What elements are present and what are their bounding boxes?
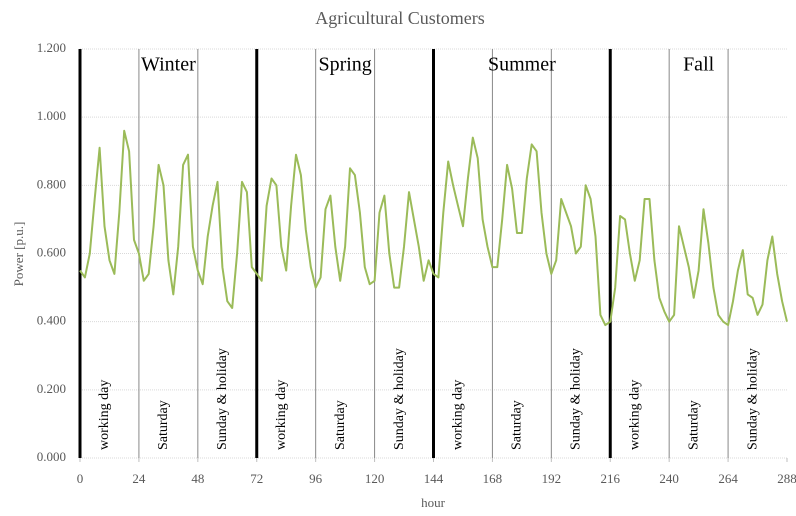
chart-title: Agricultural Customers <box>315 8 484 28</box>
y-tick-label: 1.000 <box>37 108 66 123</box>
y-tick-label: 0.200 <box>37 381 66 396</box>
x-tick-label: 24 <box>132 471 146 486</box>
season-label: Summer <box>488 54 556 76</box>
day-type-label: Sunday & holiday <box>215 348 230 450</box>
x-tick-label: 144 <box>424 471 444 486</box>
x-tick-label: 48 <box>191 471 204 486</box>
season-label: Fall <box>683 54 715 76</box>
day-type-label: working day <box>627 380 642 450</box>
day-type-label: working day <box>451 380 466 450</box>
y-tick-label: 0.400 <box>37 313 66 328</box>
x-tick-label: 216 <box>601 471 621 486</box>
x-tick-label: 0 <box>77 471 84 486</box>
x-tick-label: 192 <box>542 471 562 486</box>
season-label: Spring <box>318 54 371 76</box>
y-tick-label: 0.600 <box>37 244 66 259</box>
day-type-label: Sunday & holiday <box>745 348 760 450</box>
x-axis-label: hour <box>421 495 446 510</box>
day-type-label: Sunday & holiday <box>569 348 584 450</box>
day-type-label: Sunday & holiday <box>392 348 407 450</box>
y-tick-label: 1.200 <box>37 40 66 55</box>
y-axis-label: Power [p.u.] <box>11 222 26 287</box>
day-type-label: Saturday <box>510 400 525 450</box>
data-line <box>79 129 788 327</box>
x-tick-label: 72 <box>250 471 263 486</box>
x-tick-label: 240 <box>659 471 679 486</box>
season-label: Winter <box>141 54 196 76</box>
y-tick-label: 0.800 <box>37 176 66 191</box>
x-tick-label: 288 <box>777 471 796 486</box>
x-tick-label: 96 <box>309 471 323 486</box>
day-type-label: working day <box>97 380 112 450</box>
x-tick-label: 168 <box>483 471 503 486</box>
y-tick-label: 0.000 <box>37 449 66 464</box>
day-type-label: working day <box>274 380 289 450</box>
day-type-label: Saturday <box>156 400 171 450</box>
day-type-label: Saturday <box>333 400 348 450</box>
day-type-label: Saturday <box>686 400 701 450</box>
x-tick-label: 120 <box>365 471 385 486</box>
x-tick-label: 264 <box>718 471 738 486</box>
